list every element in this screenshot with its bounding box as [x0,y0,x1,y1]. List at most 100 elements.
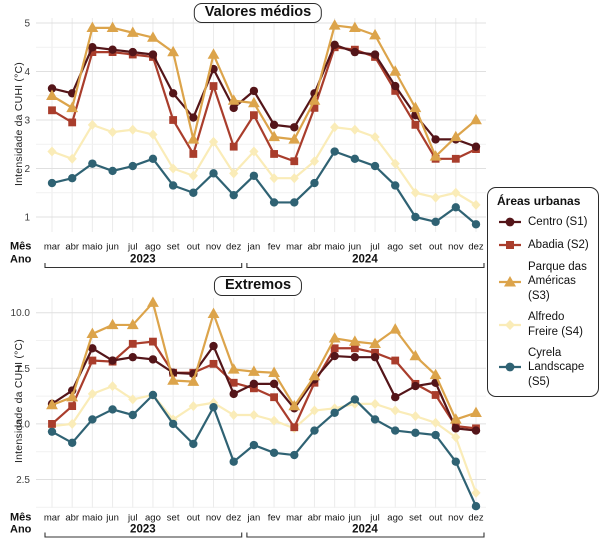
data-point-s3 [328,332,341,343]
month-label: ago [387,242,403,253]
chart-title-extremos: Extremos [213,276,303,296]
data-point-s1 [350,47,360,57]
data-point-s4 [168,163,178,174]
data-point-s5 [249,440,259,450]
data-point-s3 [167,45,180,57]
data-point-s3 [86,21,99,33]
data-point-s1 [330,40,339,50]
data-point-s3 [207,307,220,319]
data-point-s3 [248,96,260,108]
data-point-s5 [108,166,117,176]
data-point-s1 [391,393,400,402]
data-point-s5 [67,174,77,183]
data-point-s5 [370,161,380,171]
data-point-s5 [88,159,97,168]
ano-axis-caption: Ano [10,254,32,266]
month-label: dez [468,242,484,253]
data-point-s4 [188,401,198,412]
month-label: ago [387,513,403,524]
legend-item-centro: Centro (S1) [497,214,590,230]
series-line-5 [50,150,478,226]
month-label: nov [206,513,222,524]
chart-title-valores-medios: Valores médios [193,3,323,23]
data-point-s4 [350,124,360,135]
month-label: fev [268,242,281,253]
data-point-s3 [429,150,442,161]
data-point-s4 [309,156,320,167]
data-point-s4 [148,129,158,140]
month-label: mar [44,242,60,253]
data-point-s5 [148,390,158,400]
month-label: mar [44,513,60,524]
data-point-s4 [229,168,239,179]
data-point-s5 [67,438,77,448]
data-point-s2 [229,142,238,151]
y-tick-label: 10.0 [11,308,31,319]
month-label: maio [324,242,345,253]
data-point-s3 [409,349,422,361]
data-point-s5 [451,203,460,212]
data-point-s4 [47,146,57,157]
data-point-s1 [370,50,380,59]
data-point-s2 [451,154,460,163]
month-label: jan [247,242,261,253]
month-label: out [429,242,443,253]
month-label: dez [226,513,242,524]
legend-box: Áreas urbanas Centro (S1) Abadia (S2) Pa… [487,187,599,397]
data-point-s1 [471,426,481,435]
data-point-s2 [128,339,137,348]
data-point-s4 [410,411,421,422]
data-point-s5 [189,439,198,449]
data-point-s3 [308,94,321,105]
data-point-s3 [126,318,139,330]
month-label: set [409,242,422,253]
data-point-s4 [451,432,461,443]
data-point-s3 [66,101,79,113]
data-point-s1 [290,123,299,132]
data-point-s5 [471,501,481,511]
data-point-s4 [67,153,77,164]
data-point-s1 [128,47,137,57]
series-line-4 [50,384,478,494]
data-point-s5 [310,426,319,435]
data-point-s2 [68,402,77,411]
month-label: jun [348,513,362,524]
data-point-s5 [168,419,178,429]
data-point-s3 [308,369,321,381]
parque-marker-icon [499,275,521,287]
data-point-s5 [209,169,218,178]
data-point-s1 [209,341,218,351]
data-point-s2 [290,157,299,166]
data-point-s1 [229,389,238,399]
data-point-s2 [209,82,218,90]
data-point-s2 [411,120,420,129]
data-point-s1 [350,352,360,362]
data-point-s3 [227,363,240,374]
data-point-s3 [268,130,280,142]
data-point-s3 [227,94,240,105]
data-point-s2 [169,116,178,124]
data-point-s2 [48,106,56,115]
data-point-s1 [88,43,97,52]
data-point-s4 [87,388,97,399]
data-point-s1 [249,86,259,96]
data-point-s4 [370,131,380,142]
data-point-s3 [288,133,301,144]
data-point-s4 [350,398,360,409]
data-point-s3 [147,31,159,42]
data-point-s5 [209,403,218,412]
data-point-s3 [348,21,361,33]
legend-item-abadia: Abadia (S2) [497,237,590,253]
data-point-s1 [370,352,380,362]
y-tick-label: 2 [24,164,30,175]
year-bracket [44,263,243,269]
data-point-s3 [126,26,139,37]
data-point-s3 [328,19,341,30]
data-point-s3 [449,130,462,142]
series-line-1 [50,344,478,432]
data-point-s4 [330,403,340,414]
month-label: abr [65,513,79,524]
data-point-s3 [207,48,220,59]
y-tick-label: 7.5 [16,364,30,375]
